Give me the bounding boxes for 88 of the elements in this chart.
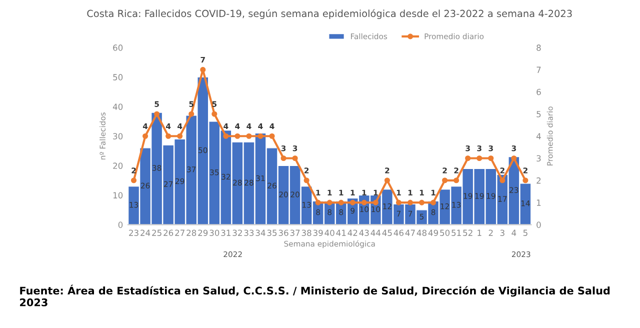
point	[407, 200, 414, 206]
chart-title: Costa Rica: Fallecidos COVID-19, según semana epidemiológica desde el 23-2022 a semana 4-2023	[87, 9, 572, 20]
x-tick-label: 50	[440, 230, 450, 236]
y-tick-label: 50	[113, 74, 123, 80]
x-tick-label: 29	[198, 230, 208, 236]
point	[430, 200, 436, 206]
x-tick-label: 27	[175, 230, 184, 236]
point	[372, 200, 378, 206]
x-tick-label: 26	[164, 230, 174, 236]
point	[304, 178, 310, 184]
x-tick-label: 24	[140, 230, 150, 236]
point	[292, 155, 298, 162]
x-tick-label: 25	[152, 230, 162, 236]
point	[258, 133, 264, 139]
point	[280, 155, 286, 162]
x-tick-label: 4	[512, 230, 516, 236]
x-tick-label: 39	[313, 230, 323, 236]
x-tick-label: 31	[221, 230, 230, 236]
y2-tick-label: 5	[536, 111, 541, 118]
point	[522, 178, 528, 184]
point	[200, 66, 206, 72]
x-tick-label: 36	[278, 230, 288, 236]
x-tick-label: 51	[452, 230, 461, 236]
point	[177, 133, 183, 139]
x-tick-label: 38	[302, 230, 312, 236]
y-tick-label: 0	[118, 222, 123, 228]
point	[465, 155, 471, 162]
point	[511, 155, 517, 162]
x-tick-label: 3	[500, 230, 504, 236]
x-tick-label: 42	[348, 230, 358, 236]
x-tick-label: 40	[324, 230, 334, 236]
point	[384, 178, 390, 184]
y2-tick-label: 3	[536, 155, 541, 162]
point	[223, 133, 229, 139]
x-tick-label: 34	[256, 230, 266, 236]
point	[269, 133, 275, 139]
point	[130, 178, 137, 184]
point	[500, 178, 506, 184]
point	[476, 155, 482, 162]
x-tick-label: 23	[129, 230, 138, 236]
point	[338, 200, 344, 206]
y2-tick-label: 6	[536, 88, 541, 96]
x-tick-label: 28	[186, 230, 196, 236]
x-tick-label: 37	[290, 230, 300, 236]
point	[142, 133, 148, 139]
x-tick-label: 1	[478, 230, 482, 236]
point	[166, 133, 172, 139]
y-tick-label: 10	[113, 192, 123, 198]
y-tick-label: 30	[113, 133, 123, 140]
x-tick-label: 41	[336, 230, 346, 236]
x-tick-label: 35	[267, 230, 277, 236]
point	[234, 133, 240, 139]
point	[315, 200, 321, 206]
point	[418, 200, 425, 206]
x-tick-label: 45	[382, 230, 392, 236]
point	[361, 200, 367, 206]
source-note: Fuente: Área de Estadística en Salud, C.C.S.S. / Ministerio de Salud, Dirección de Vigilancia de Salud 2023	[20, 284, 610, 306]
x-tick-label: 48	[416, 230, 426, 236]
point	[154, 111, 160, 117]
x-tick-label: 33	[244, 230, 254, 236]
x-tick-label: 44	[370, 230, 381, 236]
x-tick-label: 49	[428, 230, 438, 236]
y-tick-label: 40	[112, 104, 123, 110]
y-tick-label: 20	[113, 162, 123, 169]
point	[350, 200, 356, 206]
x-tick-label: 30	[210, 230, 220, 236]
point	[488, 155, 494, 162]
y2-tick-label: 2	[536, 177, 541, 184]
point	[442, 178, 448, 184]
x-tick-label: 52	[463, 230, 472, 236]
point	[396, 200, 402, 206]
y-tick-label: 60	[113, 44, 123, 51]
y2-tick-label: 0	[536, 222, 541, 228]
x-tick-label: 5	[523, 230, 528, 236]
y2-tick-label: 7	[536, 66, 541, 73]
y2-tick-label: 1	[536, 200, 541, 206]
point	[212, 111, 218, 117]
x-tick-label: 46	[394, 230, 404, 236]
x-tick-label: 43	[359, 230, 369, 236]
y2-tick-label: 4	[536, 133, 541, 140]
x-tick-label: 47	[405, 230, 415, 236]
point	[326, 200, 332, 206]
x-tick-label: 2	[488, 230, 493, 236]
point	[246, 133, 252, 139]
y2-tick-label: 8	[536, 44, 541, 51]
point	[454, 178, 460, 184]
x-tick-label: 32	[232, 230, 242, 236]
point	[188, 111, 194, 117]
